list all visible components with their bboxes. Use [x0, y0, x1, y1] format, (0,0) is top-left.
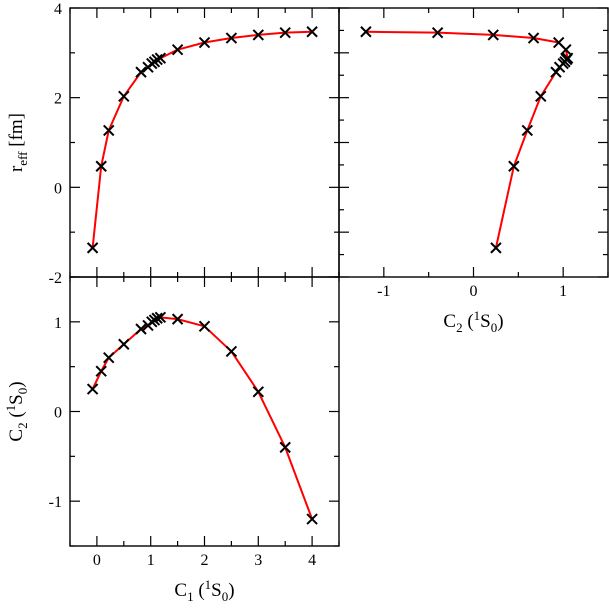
label-part-open: (	[194, 580, 205, 601]
label-part-sup: 1	[3, 405, 18, 412]
data-point-marker	[95, 365, 107, 377]
data-point-marker	[306, 26, 318, 38]
label-part-close: )	[228, 580, 234, 601]
label-part-open: (	[463, 311, 474, 332]
label-part-sup: 1	[474, 308, 481, 323]
label-part-sub2: 0	[491, 320, 498, 335]
data-point-marker	[252, 386, 265, 398]
data-point-marker	[225, 32, 238, 44]
data-point-marker	[95, 160, 107, 172]
x-tick-label: 0	[93, 552, 101, 569]
panel-top-left: -2 0 2 4 reff [fm]	[6, 1, 340, 287]
data-point-marker	[103, 124, 115, 137]
label-part-mid: S	[211, 580, 222, 601]
series-line	[91, 30, 313, 248]
data-point-marker	[154, 311, 167, 324]
data-point-marker	[487, 29, 499, 41]
label-part-close: )	[497, 311, 503, 332]
plot-area	[86, 311, 318, 525]
label-part-mid: S	[6, 394, 27, 405]
label-part-mid: S	[480, 311, 491, 332]
data-point-marker	[198, 320, 211, 333]
label-part-unit: [fm]	[6, 113, 27, 152]
series-line	[91, 316, 314, 520]
label-part-main: C	[6, 429, 27, 442]
x-axis-label: C1 (1S0)	[174, 577, 234, 604]
data-point-marker	[171, 43, 184, 56]
plot-frame	[69, 276, 340, 547]
label-part-sub: eff	[15, 151, 30, 166]
label-part-sub2: 0	[222, 589, 229, 604]
data-point-marker	[151, 312, 163, 324]
data-point-marker	[527, 32, 540, 44]
x-tick-label: -1	[377, 283, 390, 300]
data-point-marker	[306, 513, 318, 525]
data-point-marker	[151, 53, 163, 66]
plot-area	[86, 26, 318, 254]
series-line	[365, 30, 569, 249]
label-part-sub: 2	[15, 422, 30, 429]
x-tick-label: 1	[559, 283, 567, 300]
data-point-marker	[171, 313, 184, 325]
data-point-marker	[198, 36, 211, 49]
y-tick-label: 0	[54, 405, 62, 422]
y-tick-label: -1	[49, 494, 62, 511]
data-point-marker	[118, 90, 130, 103]
y-tick-label: 2	[54, 91, 62, 108]
data-point-marker	[561, 52, 574, 64]
y-axis-label: reff [fm]	[6, 113, 30, 172]
label-part-main: r	[6, 165, 27, 172]
x-tick-label: 0	[470, 283, 478, 300]
x-tick-label: 4	[308, 552, 316, 569]
data-point-marker	[535, 90, 547, 103]
label-part-sub: 1	[187, 589, 194, 604]
x-tick-label: 3	[254, 552, 262, 569]
data-point-marker	[490, 242, 502, 254]
panel-top-right: -1 0 1C2 (1S0)	[338, 7, 609, 335]
data-point-marker	[103, 351, 115, 364]
y-tick-label: 1	[54, 315, 62, 332]
x-tick-label: 2	[201, 552, 209, 569]
y-tick-label: -2	[49, 270, 62, 287]
y-axis-label: C2 (1S0)	[3, 381, 30, 441]
label-part-main: C	[174, 580, 187, 601]
plot-frame	[69, 7, 340, 278]
label-part-main: C	[443, 311, 456, 332]
data-point-marker	[225, 345, 238, 358]
label-part-sub2: 0	[15, 388, 30, 395]
data-point-marker	[252, 29, 265, 41]
data-point-marker	[279, 441, 291, 454]
data-point-marker	[86, 242, 99, 254]
data-point-marker	[154, 52, 167, 64]
data-point-marker	[118, 338, 130, 350]
x-axis-label: C2 (1S0)	[443, 308, 503, 335]
label-part-sup: 1	[205, 577, 212, 592]
data-point-marker	[279, 26, 291, 39]
y-tick-label: 4	[54, 1, 62, 18]
data-point-marker	[552, 36, 565, 49]
label-part-sub: 2	[456, 320, 463, 335]
data-point-marker	[508, 160, 520, 172]
data-point-marker	[135, 66, 147, 78]
x-tick-label: 1	[147, 552, 155, 569]
data-point-marker	[521, 124, 534, 137]
label-part-open: (	[6, 411, 27, 422]
data-point-marker	[360, 26, 372, 38]
y-tick-label: 0	[54, 180, 62, 197]
data-point-marker	[431, 26, 444, 39]
label-part-close: )	[6, 381, 27, 387]
data-point-marker	[135, 323, 147, 335]
plot-area	[360, 26, 574, 254]
data-point-marker	[86, 383, 99, 395]
